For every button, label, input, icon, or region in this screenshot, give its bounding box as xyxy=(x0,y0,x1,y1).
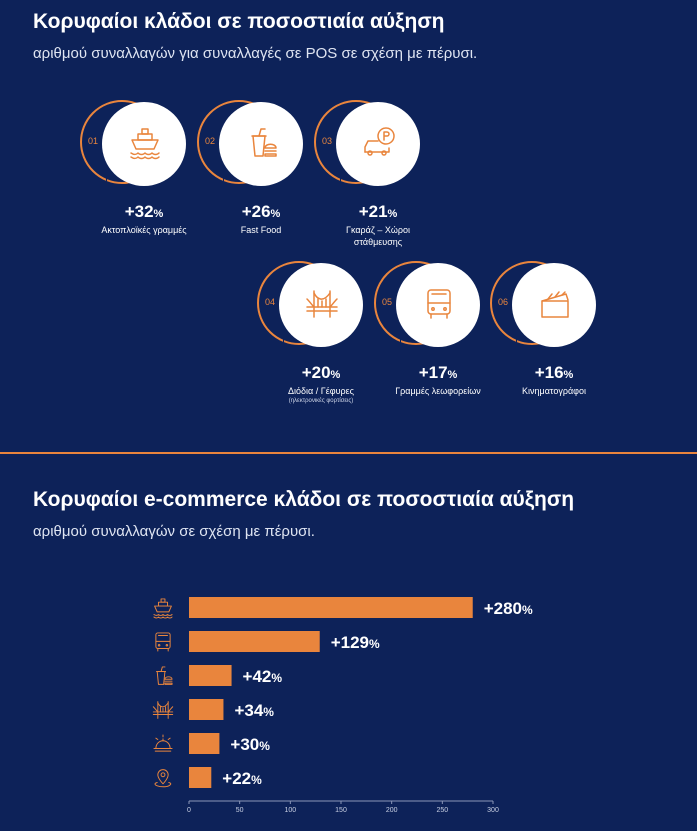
bar-data-label: +30% xyxy=(230,735,270,754)
bus-icon xyxy=(422,287,456,321)
badge-number: 03 xyxy=(322,136,333,146)
ship-icon xyxy=(128,126,162,160)
category-percentage: +17% xyxy=(418,363,458,382)
badge-number: 05 xyxy=(382,297,393,307)
category-percentage: +20% xyxy=(301,363,341,382)
category-badge: 03 xyxy=(314,100,434,240)
category-badge: 06 xyxy=(490,261,610,401)
bar-0 xyxy=(189,597,473,618)
category-badge: 05 xyxy=(374,261,494,401)
badge-line xyxy=(106,176,107,206)
x-tick-label: 50 xyxy=(236,807,244,814)
x-tick-label: 100 xyxy=(284,807,296,814)
parking-car-icon xyxy=(362,126,396,160)
fast-food-icon xyxy=(245,126,279,160)
bar-data-label: +280% xyxy=(484,599,533,618)
badge-line xyxy=(340,176,341,206)
badge-disc xyxy=(396,263,480,347)
category-badge: 02 xyxy=(197,100,317,240)
bar-4 xyxy=(189,733,220,754)
badge-number: 04 xyxy=(265,297,276,307)
badge-disc xyxy=(336,102,420,186)
fast-food-icon xyxy=(156,666,173,685)
section-divider xyxy=(0,452,697,454)
badge-disc xyxy=(279,263,363,347)
ship-icon xyxy=(153,598,173,619)
category-label: Διόδια / Γέφυρες xyxy=(288,386,354,396)
category-percentage: +26% xyxy=(241,202,281,221)
bar-1 xyxy=(189,631,320,652)
bus-icon xyxy=(155,632,171,652)
pos-section-subtitle: αριθμού συναλλαγών για συναλλαγές σε POS… xyxy=(33,45,478,62)
badge-disc xyxy=(219,102,303,186)
bar-data-label: +22% xyxy=(222,769,262,788)
badge-line xyxy=(283,337,284,367)
badge-line xyxy=(516,337,517,367)
category-label: Ακτοπλοϊκές γραμμές xyxy=(101,225,187,235)
bar-data-label: +34% xyxy=(234,701,274,720)
bar-data-label: +129% xyxy=(331,633,380,652)
category-label: Κινηματογράφοι xyxy=(522,386,586,396)
bridge-icon xyxy=(152,701,174,719)
x-tick-label: 200 xyxy=(386,807,398,814)
category-label: Fast Food xyxy=(240,225,282,235)
badge-disc xyxy=(512,263,596,347)
category-label: Γκαράζ – Χώροι xyxy=(345,225,410,235)
badge-line xyxy=(400,337,401,367)
food-cloche-icon xyxy=(153,734,173,752)
badge-number: 01 xyxy=(88,136,99,146)
location-pin-icon xyxy=(154,769,172,788)
clapperboard-icon xyxy=(538,287,572,321)
ecommerce-section-subtitle: αριθμού συναλλαγών σε σχέση με πέρυσι. xyxy=(33,523,315,540)
category-label: Γραμμές λεωφορείων xyxy=(395,386,481,396)
x-tick-label: 300 xyxy=(487,807,499,814)
badge-number: 02 xyxy=(205,136,216,146)
x-tick-label: 250 xyxy=(436,807,448,814)
category-label-line2: στάθμευσης xyxy=(353,237,403,247)
category-badge: 04 xyxy=(257,261,377,401)
category-badge: 01 xyxy=(80,100,200,240)
bar-2 xyxy=(189,665,232,686)
x-tick-label: 0 xyxy=(187,807,191,814)
category-note: (ηλεκτρονικές φορτίσεις) xyxy=(288,398,354,404)
bar-3 xyxy=(189,699,224,720)
badge-line xyxy=(223,176,224,206)
bar-5 xyxy=(189,767,212,788)
bridge-icon xyxy=(305,287,339,321)
badge-number: 06 xyxy=(498,297,509,307)
bar-data-label: +42% xyxy=(243,667,283,686)
pos-section-title: Κορυφαίοι κλάδοι σε ποσοστιαία αύξηση xyxy=(33,10,445,33)
category-percentage: +32% xyxy=(124,202,164,221)
category-percentage: +16% xyxy=(534,363,574,382)
x-tick-label: 150 xyxy=(335,807,347,814)
ecommerce-section-title: Κορυφαίοι e-commerce κλάδοι σε ποσοστιαί… xyxy=(33,488,575,511)
category-percentage: +21% xyxy=(358,202,398,221)
badge-disc xyxy=(102,102,186,186)
